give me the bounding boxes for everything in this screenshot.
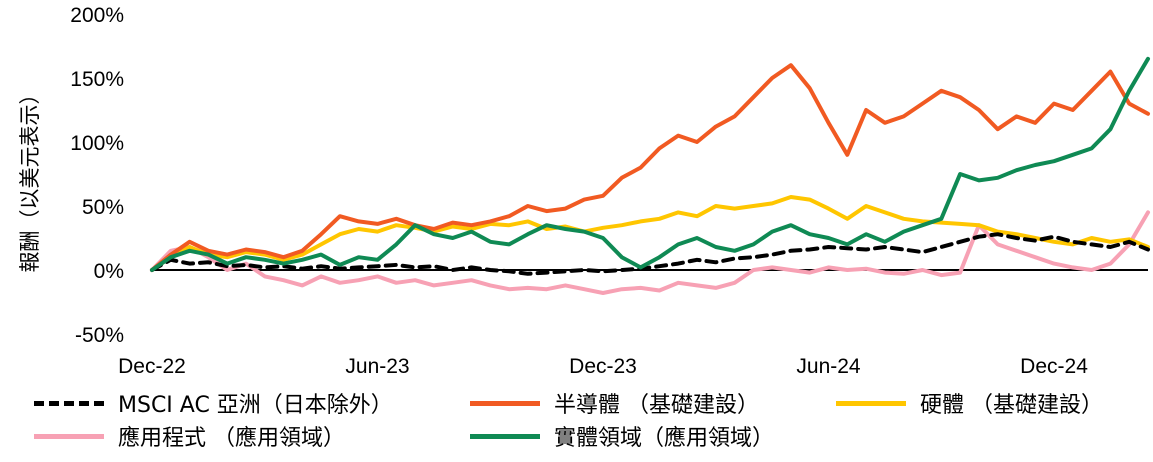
- series-line-software: [150, 210, 1150, 295]
- series-lines: [150, 56, 1150, 295]
- x-tick-label: Dec-24: [1020, 355, 1088, 378]
- y-axis-label: 報酬（以美元表示）: [18, 84, 42, 273]
- y-tick-label: 0%: [94, 260, 124, 283]
- series-line-msci: [150, 232, 1150, 276]
- series-line-physical: [150, 56, 1150, 272]
- series-line-semis: [150, 63, 1150, 272]
- x-tick-label: Jun-24: [796, 355, 861, 378]
- y-tick-label: 100%: [70, 132, 124, 155]
- x-tick-label: Jun-23: [345, 355, 409, 378]
- y-tick-label: 150%: [70, 68, 124, 91]
- x-tick-label: Dec-23: [569, 355, 637, 378]
- x-axis-ticks: Dec-22 Jun-23 Dec-23 Jun-24 Dec-24: [118, 355, 1088, 378]
- y-axis-ticks: -50% 0% 50% 100% 150% 200%: [70, 4, 124, 347]
- series-line-hardware: [150, 195, 1150, 272]
- y-tick-label: 200%: [70, 4, 124, 27]
- x-tick-label: Dec-22: [118, 355, 186, 378]
- y-tick-label: 50%: [82, 196, 124, 219]
- y-tick-label: -50%: [75, 324, 124, 347]
